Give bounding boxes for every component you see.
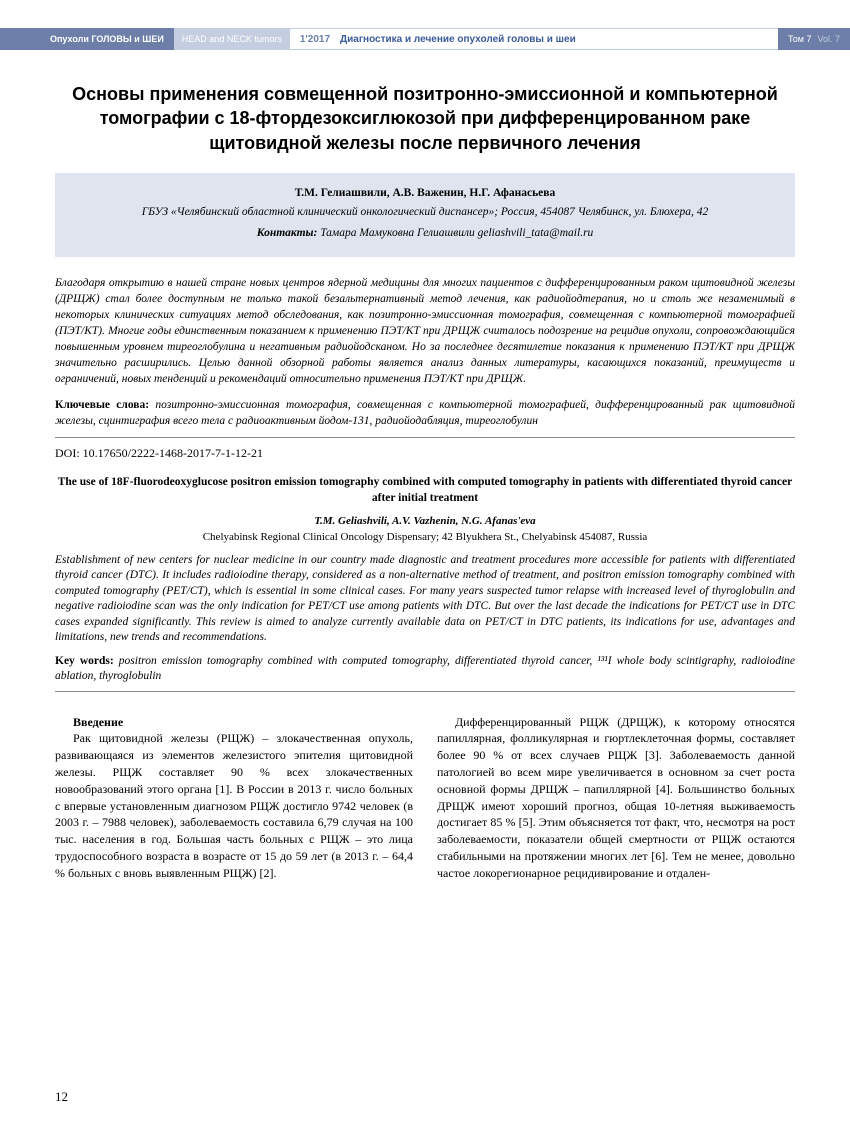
page-number: 12 xyxy=(55,1089,68,1105)
doi: DOI: 10.17650/2222-1468-2017-7-1-12-21 xyxy=(55,446,795,461)
body-text-left: Рак щитовидной железы (РЩЖ) – злокачеств… xyxy=(55,730,413,881)
contact-label: Контакты: xyxy=(257,227,318,239)
keywords-en: Key words: positron emission tomography … xyxy=(55,654,795,685)
abstract-ru: Благодаря открытию в нашей стране новых … xyxy=(55,275,795,388)
divider-1 xyxy=(55,437,795,438)
volume-en: Vol. 7 xyxy=(817,34,840,44)
journal-name-ru: Опухоли ГОЛОВЫ и ШЕИ xyxy=(0,28,174,50)
abstract-en: Establishment of new centers for nuclear… xyxy=(55,553,795,646)
article-title-ru: Основы применения совмещенной позитронно… xyxy=(55,82,795,155)
body-columns: Введение Рак щитовидной железы (РЩЖ) – з… xyxy=(55,714,795,882)
authors-en: T.M. Geliashvili, A.V. Vazhenin, N.G. Af… xyxy=(55,515,795,527)
content-area: Основы применения совмещенной позитронно… xyxy=(0,50,850,882)
keywords-ru-label: Ключевые слова: xyxy=(55,399,149,411)
article-title-en: The use of 18F-fluorodeoxyglucose positr… xyxy=(55,475,795,506)
journal-name-en: HEAD and NECK tumors xyxy=(174,28,290,50)
column-right: Дифференцированный РЩЖ (ДРЩЖ), к котором… xyxy=(437,714,795,882)
keywords-ru-text: позитронно-эмиссионная томография, совме… xyxy=(55,399,795,427)
column-left: Введение Рак щитовидной железы (РЩЖ) – з… xyxy=(55,714,413,882)
author-box: Т.М. Гелиашвили, А.В. Важенин, Н.Г. Афан… xyxy=(55,173,795,257)
authors-ru: Т.М. Гелиашвили, А.В. Важенин, Н.Г. Афан… xyxy=(75,185,775,202)
volume-label: Том 7 Vol. 7 xyxy=(778,28,850,50)
keywords-ru: Ключевые слова: позитронно-эмиссионная т… xyxy=(55,397,795,429)
volume-ru: Том 7 xyxy=(788,34,812,44)
issue-number: 1'2017 xyxy=(300,34,330,45)
divider-2 xyxy=(55,691,795,692)
contact-line: Контакты: Тамара Мамуковна Гелиашвили ge… xyxy=(75,225,775,242)
keywords-en-label: Key words: xyxy=(55,655,114,667)
affiliation-en: Chelyabinsk Regional Clinical Oncology D… xyxy=(55,531,795,543)
affiliation-ru: ГБУЗ «Челябинский областной клинический … xyxy=(75,204,775,221)
contact-text: Тамара Мамуковна Гелиашвили geliashvili_… xyxy=(320,227,593,239)
section-heading: Введение xyxy=(55,714,413,731)
journal-section: 1'2017 Диагностика и лечение опухолей го… xyxy=(290,28,778,50)
body-text-right: Дифференцированный РЩЖ (ДРЩЖ), к котором… xyxy=(437,714,795,882)
journal-header: Опухоли ГОЛОВЫ и ШЕИ HEAD and NECK tumor… xyxy=(0,28,850,50)
keywords-en-text: positron emission tomography combined wi… xyxy=(55,655,795,683)
page: Опухоли ГОЛОВЫ и ШЕИ HEAD and NECK tumor… xyxy=(0,0,850,1133)
section-name: Диагностика и лечение опухолей головы и … xyxy=(340,34,576,45)
